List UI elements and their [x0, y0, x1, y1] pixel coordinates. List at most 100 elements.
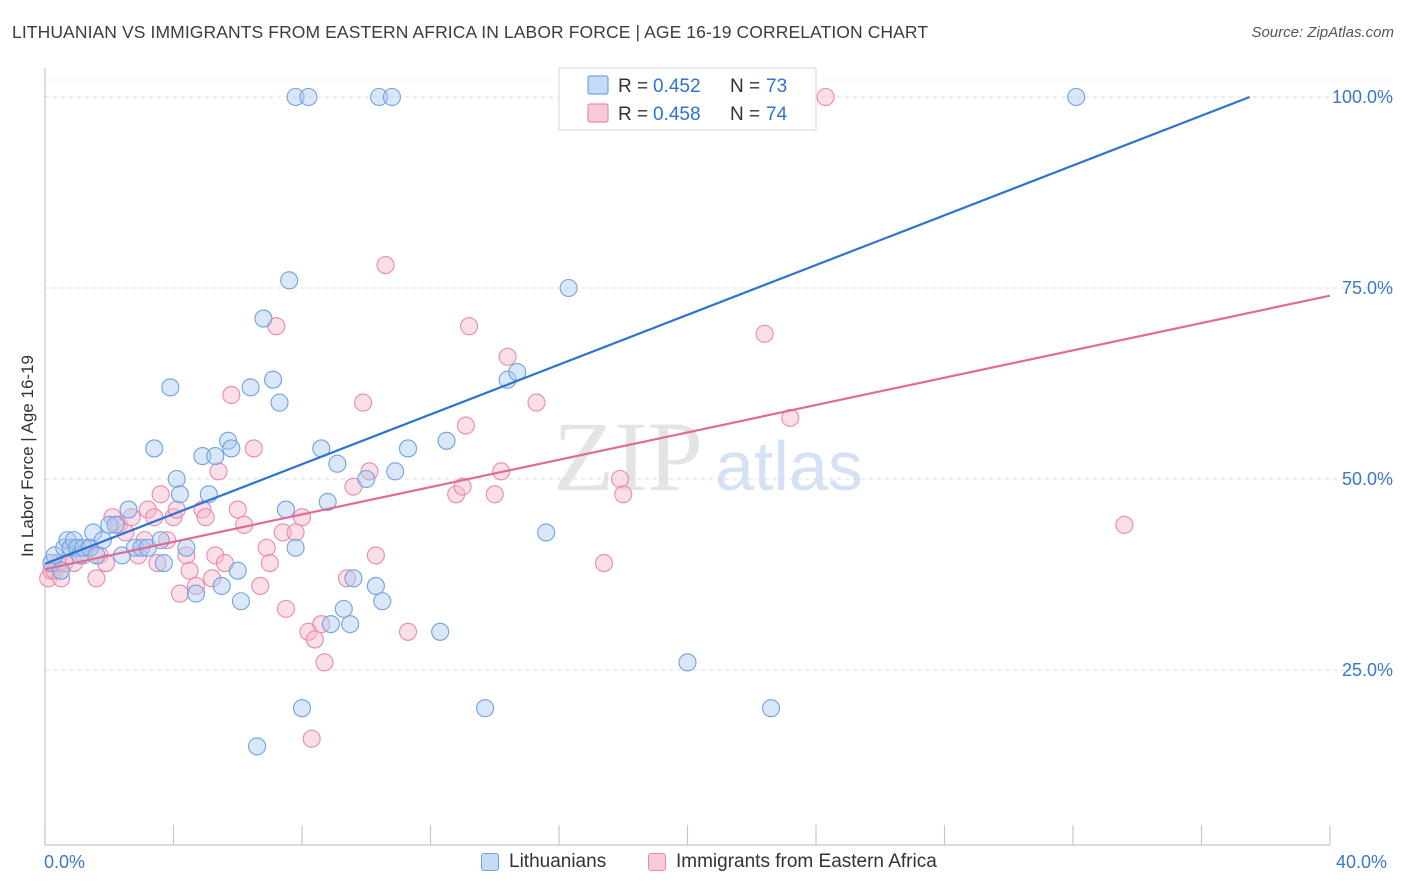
lithuanians-point-53: [341, 615, 360, 634]
legend-r-label-1: R =: [618, 76, 648, 97]
y-tick-label-25: 25.0%: [1342, 660, 1393, 680]
lithuanians-point-41: [270, 393, 289, 412]
legend-swatch-lithuanians: [587, 75, 609, 95]
lithuanians-point-23: [154, 553, 173, 573]
immigrants-point-22: [148, 553, 167, 573]
y-tick-label-75: 75.0%: [1342, 278, 1393, 298]
lithuanians-point-36: [231, 592, 251, 611]
immigrants-point-58: [366, 546, 385, 565]
lithuanians-point-49: [318, 492, 337, 511]
lithuanians-point-58: [370, 87, 389, 107]
immigrants-point-30: [186, 576, 206, 596]
immigrants-point-33: [203, 569, 222, 588]
lithuanians-point-11: [84, 523, 103, 542]
immigrants-point-62: [453, 477, 472, 496]
immigrants-point-34: [206, 546, 225, 565]
lithuanians-trend-line: [44, 95, 1251, 565]
lithuanians-point-24: [161, 378, 180, 397]
immigrants-point-51: [312, 615, 331, 634]
watermark: ZIP atlas: [553, 401, 863, 512]
lithuanians-point-15: [106, 515, 125, 534]
lithuanians-point-25: [167, 469, 186, 489]
trend-lines: [44, 95, 1331, 571]
immigrants-point-35: [209, 462, 228, 481]
immigrants-point-74: [816, 87, 835, 107]
immigrants-point-48: [292, 508, 312, 527]
legend-n-label-1: N =: [730, 76, 760, 97]
immigrants-point-52: [315, 653, 334, 672]
immigrants-point-46: [276, 599, 295, 618]
lithuanians-point-21: [145, 439, 164, 458]
legend-r-value-2: 0.458: [653, 104, 701, 125]
immigrants-point-43: [260, 553, 279, 573]
lithuanians-point-26: [170, 485, 189, 504]
immigrants-point-67: [498, 347, 517, 366]
immigrants-point-56: [353, 393, 373, 412]
immigrants-point-45: [273, 523, 292, 542]
immigrants-point-29: [180, 561, 199, 580]
immigrants-point-64: [459, 317, 479, 336]
lithuanians-point-68: [559, 278, 578, 298]
lithuanians-point-56: [366, 576, 385, 596]
immigrants-point-60: [398, 622, 418, 641]
lithuanians-point-29: [193, 447, 212, 466]
immigrants-point-65: [485, 485, 504, 504]
series-legend: Lithuanians Immigrants from Eastern Afri…: [0, 851, 1406, 879]
immigrants-point-13: [96, 553, 116, 573]
immigrants-point-4: [52, 569, 71, 588]
lithuanians-point-46: [286, 87, 305, 107]
legend-label-immigrants: Immigrants from Eastern Africa: [676, 851, 937, 872]
lithuanians-point-27: [177, 538, 196, 557]
immigrants-point-32: [196, 508, 215, 527]
lithuanians-point-54: [344, 569, 363, 588]
lithuanians-point-67: [537, 523, 556, 542]
y-tick-label-100: 100.0%: [1332, 87, 1393, 107]
lithuanians-point-47: [299, 87, 318, 107]
lithuanians-point-17: [119, 500, 138, 519]
lithuanians-point-71: [761, 699, 781, 718]
source-label: Source: ZipAtlas.com: [1251, 24, 1394, 41]
lithuanians-point-40: [264, 370, 283, 389]
legend-n-value-1: 73: [766, 76, 787, 97]
legend-marker-immigrants: [648, 853, 666, 871]
legend-item-lithuanians: Lithuanians: [481, 851, 606, 873]
lithuanians-point-12: [87, 546, 106, 565]
lithuanians-point-35: [228, 561, 247, 580]
legend-r-value-1: 0.452: [653, 76, 701, 97]
immigrants-point-72: [755, 324, 774, 343]
lithuanians-point-45: [292, 699, 312, 718]
immigrants-point-38: [228, 500, 247, 519]
immigrants-point-27: [170, 584, 189, 603]
immigrants-point-40: [244, 439, 263, 458]
lithuanians-point-59: [382, 87, 402, 107]
lithuanians-point-64: [476, 699, 495, 718]
legend-marker-lithuanians: [481, 853, 499, 871]
legend-item-immigrants: Immigrants from Eastern Africa: [648, 851, 937, 873]
stats-legend: R = 0.452 N = 73 R = 0.458 N = 74: [558, 67, 817, 131]
lithuanians-point-28: [186, 584, 206, 603]
immigrants-point-63: [456, 416, 475, 435]
lithuanians-point-51: [328, 454, 347, 473]
legend-label-lithuanians: Lithuanians: [509, 851, 607, 872]
lithuanians-point-34: [222, 439, 241, 458]
immigrants-point-68: [527, 393, 546, 412]
immigrants-point-41: [251, 576, 270, 596]
lithuanians-point-31: [206, 447, 225, 466]
y-tick-label-50: 50.0%: [1342, 469, 1393, 489]
grid-lines: [45, 79, 1392, 671]
legend-n-label-2: N =: [730, 104, 760, 125]
immigrants-points: [39, 87, 1134, 748]
lithuanians-point-55: [357, 469, 376, 489]
lithuanians-point-72: [1067, 87, 1086, 107]
y-axis-label: In Labor Force | Age 16-19: [18, 355, 37, 557]
lithuanians-point-13: [93, 531, 112, 550]
legend-r-label-2: R =: [618, 104, 648, 125]
immigrants-point-71: [614, 485, 633, 504]
chart-title: LITHUANIAN VS IMMIGRANTS FROM EASTERN AF…: [12, 22, 929, 42]
lithuanians-point-32: [212, 576, 231, 596]
immigrants-point-59: [376, 256, 395, 275]
lithuanians-point-44: [286, 538, 305, 557]
y-tick-labels: 25.0% 50.0% 75.0% 100.0%: [1332, 87, 1393, 680]
immigrants-point-75: [1115, 515, 1134, 534]
lithuanians-point-14: [100, 515, 119, 534]
